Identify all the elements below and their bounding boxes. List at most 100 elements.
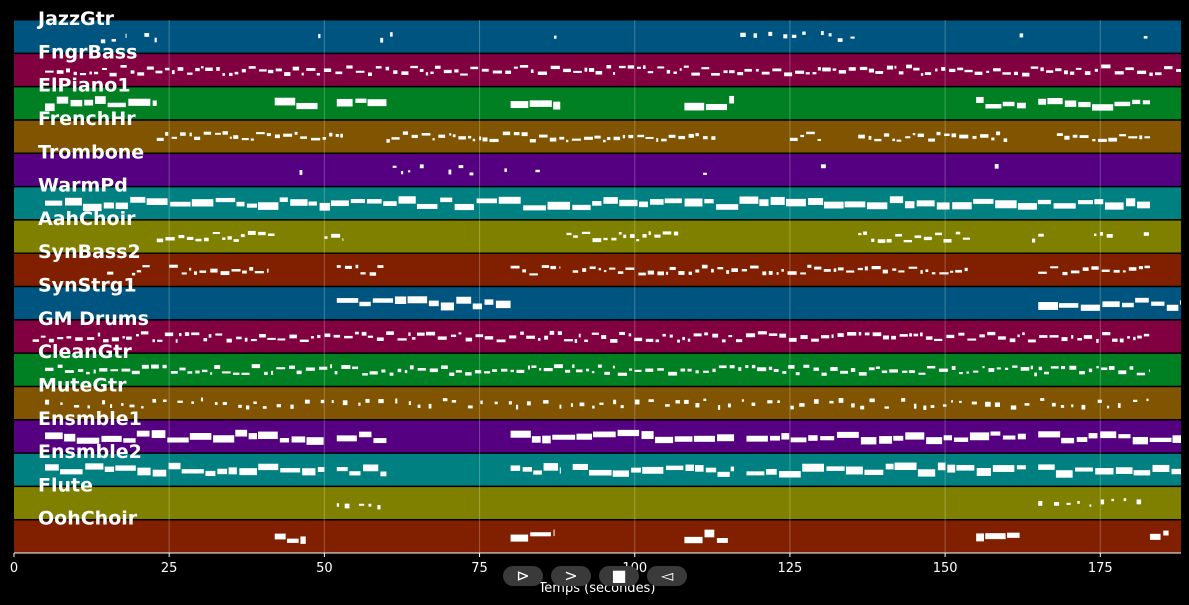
note-mark — [729, 95, 735, 104]
note-mark — [864, 266, 868, 271]
note-mark — [56, 70, 64, 74]
note-mark — [550, 65, 560, 70]
note-mark — [650, 199, 664, 205]
note-mark — [408, 401, 411, 406]
note-mark — [1114, 101, 1131, 107]
next-button[interactable]: > — [551, 566, 591, 586]
note-mark — [531, 365, 537, 368]
note-mark — [492, 369, 497, 372]
note-mark — [1056, 133, 1063, 136]
note-mark — [242, 270, 247, 274]
track-label: WarmPd — [38, 175, 128, 197]
note-mark — [1151, 301, 1165, 306]
note-mark — [187, 371, 193, 374]
note-mark — [837, 267, 844, 271]
note-mark — [959, 134, 969, 139]
note-mark — [369, 272, 377, 276]
note-mark — [901, 398, 906, 402]
note-mark — [840, 370, 849, 374]
note-mark — [1136, 372, 1146, 376]
note-mark — [274, 134, 280, 139]
note-mark — [222, 131, 228, 135]
note-mark — [440, 302, 454, 311]
note-mark — [130, 196, 146, 203]
track-label: Ensmble2 — [38, 441, 142, 463]
note-mark — [103, 202, 114, 209]
note-mark — [57, 364, 63, 368]
note-mark — [236, 201, 245, 207]
note-mark — [988, 368, 995, 372]
note-mark — [441, 365, 448, 369]
note-mark — [553, 529, 555, 537]
note-mark — [416, 203, 438, 209]
note-mark — [879, 436, 893, 444]
note-mark — [482, 137, 488, 142]
note-mark — [1137, 201, 1150, 209]
note-mark — [258, 231, 266, 236]
note-mark — [375, 66, 382, 69]
note-mark — [716, 538, 728, 543]
note-mark — [1149, 369, 1151, 372]
note-mark — [750, 265, 759, 269]
note-mark — [923, 405, 927, 410]
note-mark — [584, 67, 588, 72]
note-mark — [274, 97, 296, 106]
note-mark — [401, 71, 409, 75]
note-mark — [175, 339, 178, 343]
note-mark — [1043, 371, 1049, 375]
note-mark — [1069, 365, 1077, 370]
track-row — [14, 486, 1181, 520]
note-mark — [279, 438, 290, 443]
note-mark — [655, 339, 660, 343]
note-mark — [1061, 365, 1066, 370]
previous-button[interactable]: ◅ — [647, 566, 687, 586]
track-row — [14, 53, 1181, 87]
note-mark — [510, 534, 529, 542]
note-mark — [60, 402, 63, 405]
note-mark — [613, 72, 616, 75]
note-mark — [836, 431, 859, 438]
note-mark — [704, 529, 715, 538]
note-mark — [786, 198, 806, 207]
note-mark — [882, 269, 888, 274]
note-mark — [553, 364, 563, 369]
note-mark — [186, 236, 194, 240]
play-button[interactable]: ⊳ — [503, 566, 543, 586]
note-mark — [107, 102, 126, 108]
note-mark — [215, 197, 236, 203]
note-mark — [585, 368, 590, 372]
note-mark — [177, 67, 184, 71]
note-mark — [1060, 405, 1065, 408]
note-mark — [704, 198, 714, 204]
note-mark — [609, 267, 616, 270]
note-mark — [311, 137, 321, 141]
note-mark — [110, 369, 119, 372]
note-mark — [607, 137, 611, 141]
track-row — [14, 253, 1181, 286]
note-mark — [606, 65, 612, 69]
note-mark — [610, 339, 618, 343]
note-mark — [745, 333, 756, 338]
note-mark — [813, 367, 819, 371]
note-mark — [1180, 300, 1182, 305]
note-mark — [723, 70, 728, 74]
note-mark — [851, 403, 855, 408]
stop-button[interactable]: ■ — [599, 566, 639, 586]
note-mark — [684, 198, 703, 207]
note-mark — [1098, 138, 1107, 142]
note-mark — [169, 264, 178, 268]
note-mark — [973, 198, 994, 204]
note-mark — [526, 401, 531, 406]
track-row — [14, 320, 1181, 353]
note-mark — [703, 370, 709, 373]
note-mark — [868, 135, 872, 140]
note-mark — [987, 331, 996, 336]
note-mark — [510, 430, 531, 438]
note-mark — [951, 133, 957, 138]
note-mark — [45, 103, 55, 112]
note-mark — [523, 205, 546, 211]
note-mark — [936, 202, 950, 210]
note-mark — [428, 403, 432, 409]
note-mark — [93, 369, 96, 374]
note-mark — [240, 234, 245, 238]
